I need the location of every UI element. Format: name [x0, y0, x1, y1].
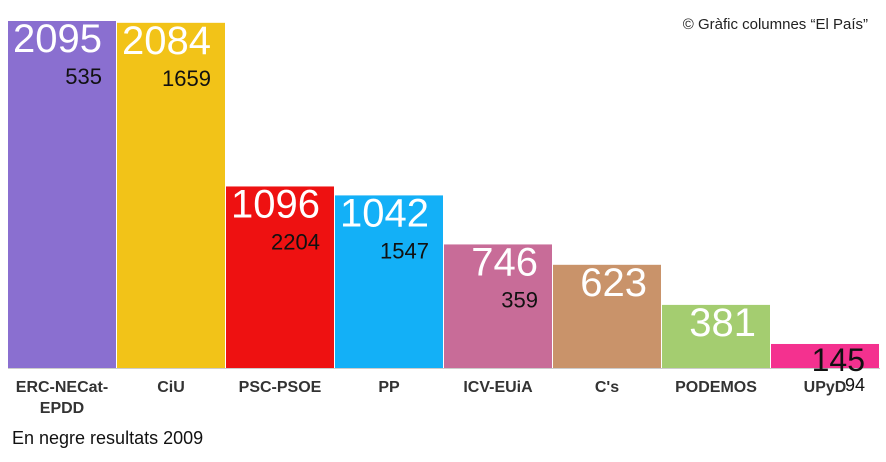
value-2009-label-0: 535 [65, 64, 102, 89]
category-label-5: C's [595, 379, 619, 396]
category-label-line: CiU [157, 379, 185, 396]
value-label-5: 623 [580, 261, 647, 305]
bar-5 [553, 264, 661, 368]
bar-2 [226, 186, 334, 368]
category-label-6: PODEMOS [675, 379, 757, 396]
value-label-1: 2084 [122, 19, 211, 63]
category-label-0: ERC-NECat- EPDD [16, 379, 108, 417]
category-label-line: ICV-EUiA [463, 379, 533, 396]
category-label-2: PSC-PSOE [239, 379, 322, 396]
value-label-2: 1096 [231, 182, 320, 226]
value-label-3: 1042 [340, 191, 429, 235]
bar-4 [444, 244, 552, 368]
category-label-4: ICV-EUiA [463, 379, 533, 396]
bar-3 [335, 195, 443, 368]
category-label-line: ERC-NECat- [16, 379, 108, 396]
chart-footnote: En negre resultats 2009 [12, 428, 204, 448]
bar-7 [771, 343, 879, 368]
category-label-line: PSC-PSOE [239, 379, 322, 396]
value-2009-label-4: 359 [501, 287, 538, 312]
value-label-4: 746 [471, 240, 538, 284]
value-2009-label-1: 1659 [162, 66, 211, 91]
category-label-line: C's [595, 379, 619, 396]
value-2009-label-3: 1547 [380, 238, 429, 263]
value-2009-label-7: 94 [845, 375, 865, 395]
bar-0 [8, 21, 116, 368]
category-label-line: EPDD [40, 400, 84, 417]
value-2009-label-2: 2204 [271, 229, 320, 254]
category-label-7: UPyD [804, 379, 847, 396]
chart-credit: © Gràfic columnes “El País” [682, 16, 868, 33]
value-label-0: 2095 [13, 17, 102, 61]
category-label-line: UPyD [804, 379, 847, 396]
category-label-line: PODEMOS [675, 379, 757, 396]
value-label-6: 381 [689, 301, 756, 345]
category-label-1: CiU [157, 379, 185, 396]
bar-6 [662, 304, 770, 368]
value-label-7: 145 [812, 342, 865, 378]
bar-1 [117, 22, 225, 368]
category-label-line: PP [378, 379, 400, 396]
category-label-3: PP [378, 379, 400, 396]
